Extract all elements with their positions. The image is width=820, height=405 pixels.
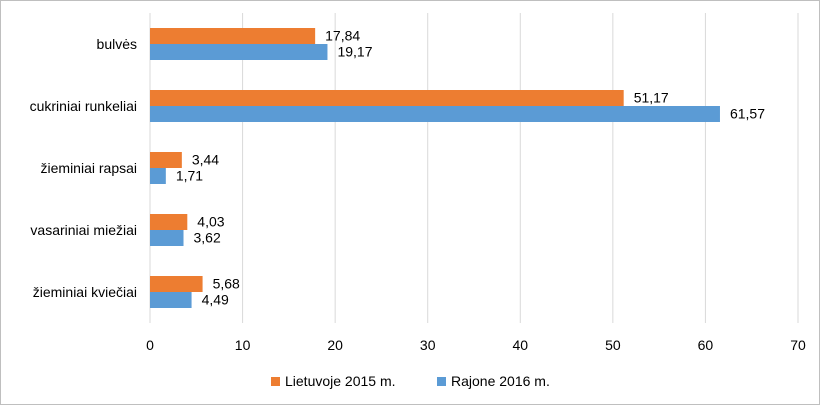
data-label: 1,71 [176,168,203,184]
bar-lietuvoje-0 [150,28,316,44]
category-label: bulvės [97,36,137,52]
gridlines [149,13,799,323]
data-label: 5,68 [213,276,240,292]
bar-lietuvoje-1 [150,90,624,106]
data-label: 17,84 [325,28,360,44]
x-tick-label: 70 [790,337,806,353]
x-tick-label: 0 [146,337,154,353]
bar-rajone-0 [150,44,328,60]
bar-lietuvoje-3 [150,214,188,230]
data-label: 61,57 [730,106,765,122]
data-label: 3,62 [194,230,221,246]
bars [150,28,720,308]
x-tick-label: 50 [605,337,621,353]
x-tick-label: 10 [235,337,251,353]
data-label: 51,17 [634,90,669,106]
x-tick-label: 20 [327,337,343,353]
legend-label: Lietuvoje 2015 m. [285,373,396,389]
x-tick-labels: 0 10 20 30 40 50 60 70 [146,337,806,353]
category-label: cukriniai runkeliai [30,98,137,114]
x-tick-label: 30 [420,337,436,353]
category-label: vasariniai miežiai [30,222,137,238]
legend: Lietuvoje 2015 m. Rajone 2016 m. [271,373,550,389]
category-label: žieminiai kviečiai [33,284,137,300]
bar-lietuvoje-4 [150,276,203,292]
data-label: 4,03 [197,214,224,230]
data-label: 3,44 [192,152,219,168]
legend-label: Rajone 2016 m. [451,373,550,389]
x-tick-label: 40 [512,337,528,353]
bar-rajone-4 [150,292,192,308]
bar-rajone-1 [150,106,720,122]
x-tick-label: 60 [698,337,714,353]
legend-swatch [271,377,280,386]
category-labels: bulvės cukriniai runkeliai žieminiai rapsa… [30,36,137,300]
bar-rajone-2 [150,168,166,184]
data-label: 4,49 [202,292,229,308]
data-label: 19,17 [337,44,372,60]
legend-swatch [437,377,446,386]
bar-rajone-3 [150,230,184,246]
category-label: žieminiai rapsai [41,160,137,176]
bar-lietuvoje-2 [150,152,182,168]
